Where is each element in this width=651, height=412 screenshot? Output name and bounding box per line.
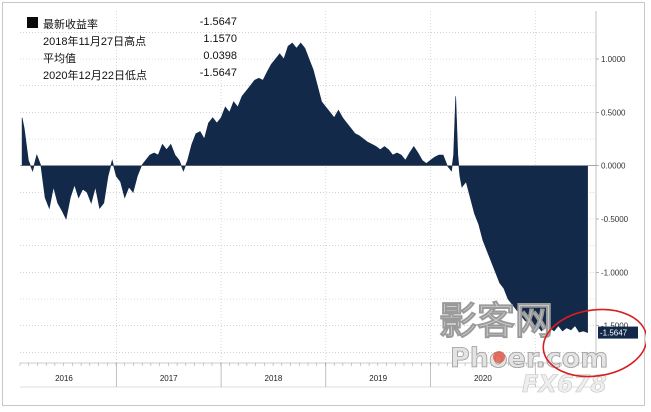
legend-value-average: 0.0398	[203, 50, 237, 62]
legend-value-low: -1.5647	[199, 67, 237, 79]
watermark-logo-text: 影客网	[439, 299, 553, 343]
watermark-dot-icon	[493, 351, 505, 363]
y-tick-label: -1.5000	[601, 322, 629, 331]
y-tick-label: 1.0000	[601, 55, 626, 64]
chart-frame: 1.0000 0.5000 0.0000 -0.5000 -1.0000 -1.5000 2…	[2, 2, 646, 406]
series-area	[21, 42, 588, 334]
highlight-circle	[542, 308, 646, 378]
legend-label-low: 2020年12月22日低点	[43, 70, 147, 82]
x-tick-label: 2020	[474, 374, 492, 383]
x-tick-label: 2017	[160, 374, 178, 383]
y-tick-label: 0.0000	[601, 162, 626, 171]
x-tick-label: 2018	[265, 374, 283, 383]
current-value-tag-label: -1.5647	[600, 329, 628, 338]
legend-value-latest: -1.5647	[199, 16, 237, 28]
y-tick-label: -0.5000	[601, 215, 629, 224]
watermark-brand-text: FX678	[522, 370, 607, 398]
legend-label-latest: 最新收益率	[43, 19, 98, 31]
y-tick-label: -1.0000	[601, 268, 629, 277]
legend-label-average: 平均值	[43, 53, 76, 65]
x-tick-label: 2019	[369, 374, 387, 383]
watermark-domain-text: Phoer.com	[450, 343, 608, 374]
y-tick-label: 0.5000	[601, 108, 626, 117]
current-value-tag	[598, 326, 638, 339]
legend-swatch	[27, 17, 38, 28]
x-tick-label: 2016	[55, 374, 73, 383]
legend-value-high: 1.1570	[203, 33, 237, 45]
legend-label-high: 2018年11月27日高点	[43, 36, 147, 48]
yield-area-chart: 1.0000 0.5000 0.0000 -0.5000 -1.0000 -1.5000 2…	[19, 11, 646, 398]
